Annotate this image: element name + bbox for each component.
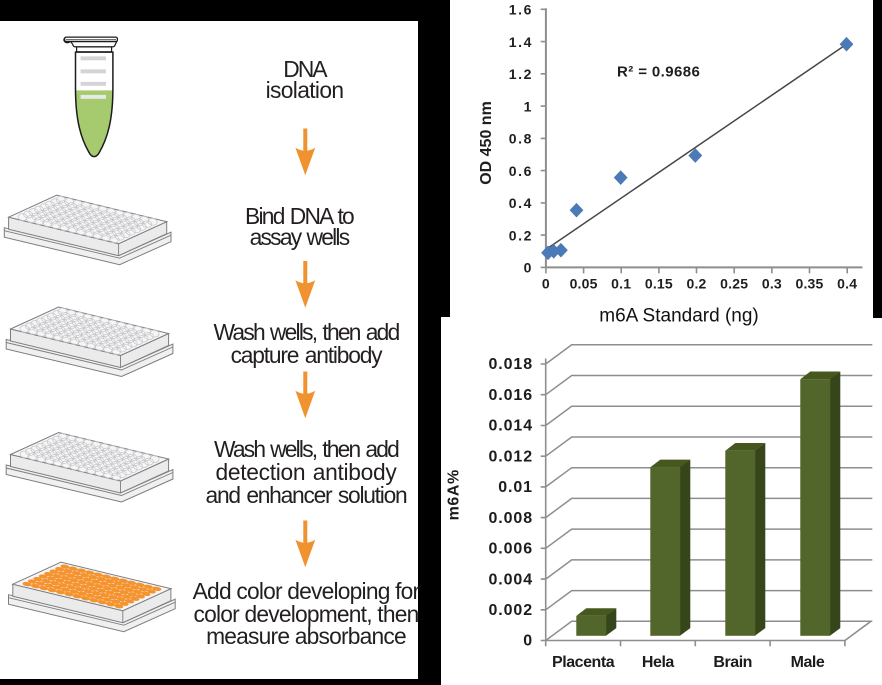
svg-text:Brain: Brain <box>713 654 752 671</box>
svg-text:0: 0 <box>523 633 533 650</box>
svg-text:1.6: 1.6 <box>508 2 532 18</box>
svg-text:0: 0 <box>523 260 532 276</box>
svg-text:0.8: 0.8 <box>508 131 532 147</box>
svg-text:1.2: 1.2 <box>508 66 532 82</box>
svg-text:0.01: 0.01 <box>498 479 533 496</box>
svg-text:Hela: Hela <box>642 654 675 671</box>
svg-text:0.014: 0.014 <box>488 418 533 435</box>
svg-text:0.018: 0.018 <box>488 356 533 373</box>
svg-text:0.2: 0.2 <box>686 276 706 292</box>
svg-text:0.2: 0.2 <box>508 227 532 243</box>
svg-text:0.4: 0.4 <box>508 195 532 211</box>
svg-text:0.35: 0.35 <box>795 276 823 292</box>
svg-text:0.15: 0.15 <box>644 276 672 292</box>
svg-text:R² = 0.9686: R² = 0.9686 <box>617 63 700 80</box>
svg-text:Placenta: Placenta <box>552 654 615 671</box>
svg-text:1.4: 1.4 <box>508 34 532 50</box>
svg-text:0.006: 0.006 <box>488 540 533 557</box>
svg-text:1: 1 <box>523 98 532 114</box>
svg-text:0.016: 0.016 <box>488 387 533 404</box>
svg-text:0.6: 0.6 <box>508 163 532 179</box>
svg-text:0.3: 0.3 <box>761 276 781 292</box>
svg-text:0.004: 0.004 <box>488 571 533 588</box>
svg-text:0.1: 0.1 <box>611 276 631 292</box>
svg-text:0.002: 0.002 <box>488 602 533 619</box>
svg-text:0.012: 0.012 <box>488 448 533 465</box>
svg-text:0.4: 0.4 <box>837 276 857 292</box>
svg-text:OD 450 nm: OD 450 nm <box>477 101 494 185</box>
svg-text:0.25: 0.25 <box>720 276 748 292</box>
svg-text:m6A%: m6A% <box>445 469 462 520</box>
svg-text:0.05: 0.05 <box>569 276 597 292</box>
svg-text:m6A Standard (ng): m6A Standard (ng) <box>599 306 758 327</box>
svg-text:Male: Male <box>790 654 824 671</box>
svg-text:0: 0 <box>541 276 549 292</box>
svg-text:0.008: 0.008 <box>488 510 533 527</box>
